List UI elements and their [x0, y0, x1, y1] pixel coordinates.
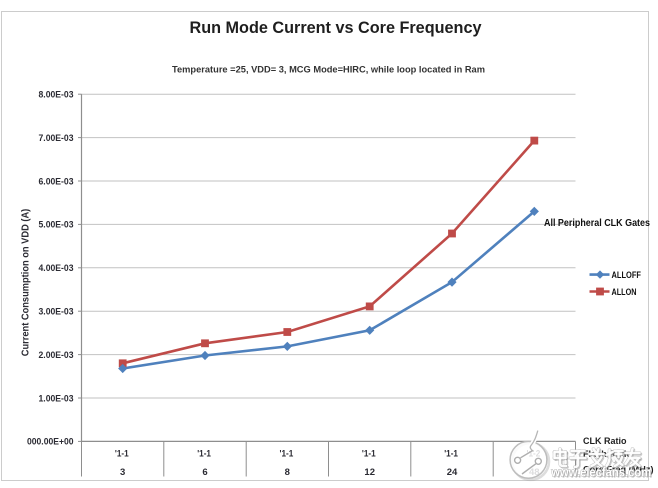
svg-text:www.elecfans.com: www.elecfans.com: [552, 467, 653, 481]
svg-text:6: 6: [202, 467, 207, 478]
svg-text:24: 24: [447, 467, 458, 478]
svg-text:'1-1: '1-1: [280, 448, 294, 459]
svg-text:3: 3: [120, 467, 125, 478]
svg-text:'1-1: '1-1: [115, 448, 129, 459]
svg-text:5.00E-03: 5.00E-03: [39, 220, 74, 230]
svg-text:7.00E-03: 7.00E-03: [39, 133, 74, 143]
svg-text:ALLOFF: ALLOFF: [612, 270, 642, 280]
svg-text:Current Consumption on VDD (A): Current Consumption on VDD (A): [21, 209, 32, 356]
svg-text:6.00E-03: 6.00E-03: [39, 176, 74, 186]
svg-text:8.00E-03: 8.00E-03: [39, 90, 74, 100]
svg-text:'1-1: '1-1: [362, 448, 376, 459]
svg-text:Core Freq (MHz): Core Freq (MHz): [583, 464, 654, 475]
svg-text:12: 12: [364, 467, 375, 478]
svg-text:2.00E-03: 2.00E-03: [39, 350, 74, 360]
svg-text:000.00E+00: 000.00E+00: [27, 437, 74, 447]
svg-text:'1-1: '1-1: [444, 448, 458, 459]
svg-text:8: 8: [285, 467, 290, 478]
svg-text:1.00E-03: 1.00E-03: [39, 393, 74, 403]
svg-text:'1-1: '1-1: [197, 448, 211, 459]
svg-text:4.00E-03: 4.00E-03: [39, 263, 74, 273]
svg-text:Run Mode Current vs Core Frequ: Run Mode Current vs Core Frequency: [190, 19, 482, 37]
svg-text:All Peripheral CLK Gates: All Peripheral CLK Gates: [544, 218, 650, 229]
svg-text:ALLON: ALLON: [612, 287, 637, 297]
svg-text:3.00E-03: 3.00E-03: [39, 307, 74, 317]
svg-text:www.elecfans.com: www.elecfans.com: [550, 465, 651, 479]
svg-text:CLK Ratio: CLK Ratio: [583, 436, 627, 447]
svg-text:Temperature =25, VDD= 3, MCG M: Temperature =25, VDD= 3, MCG Mode=HIRC, …: [172, 65, 485, 76]
